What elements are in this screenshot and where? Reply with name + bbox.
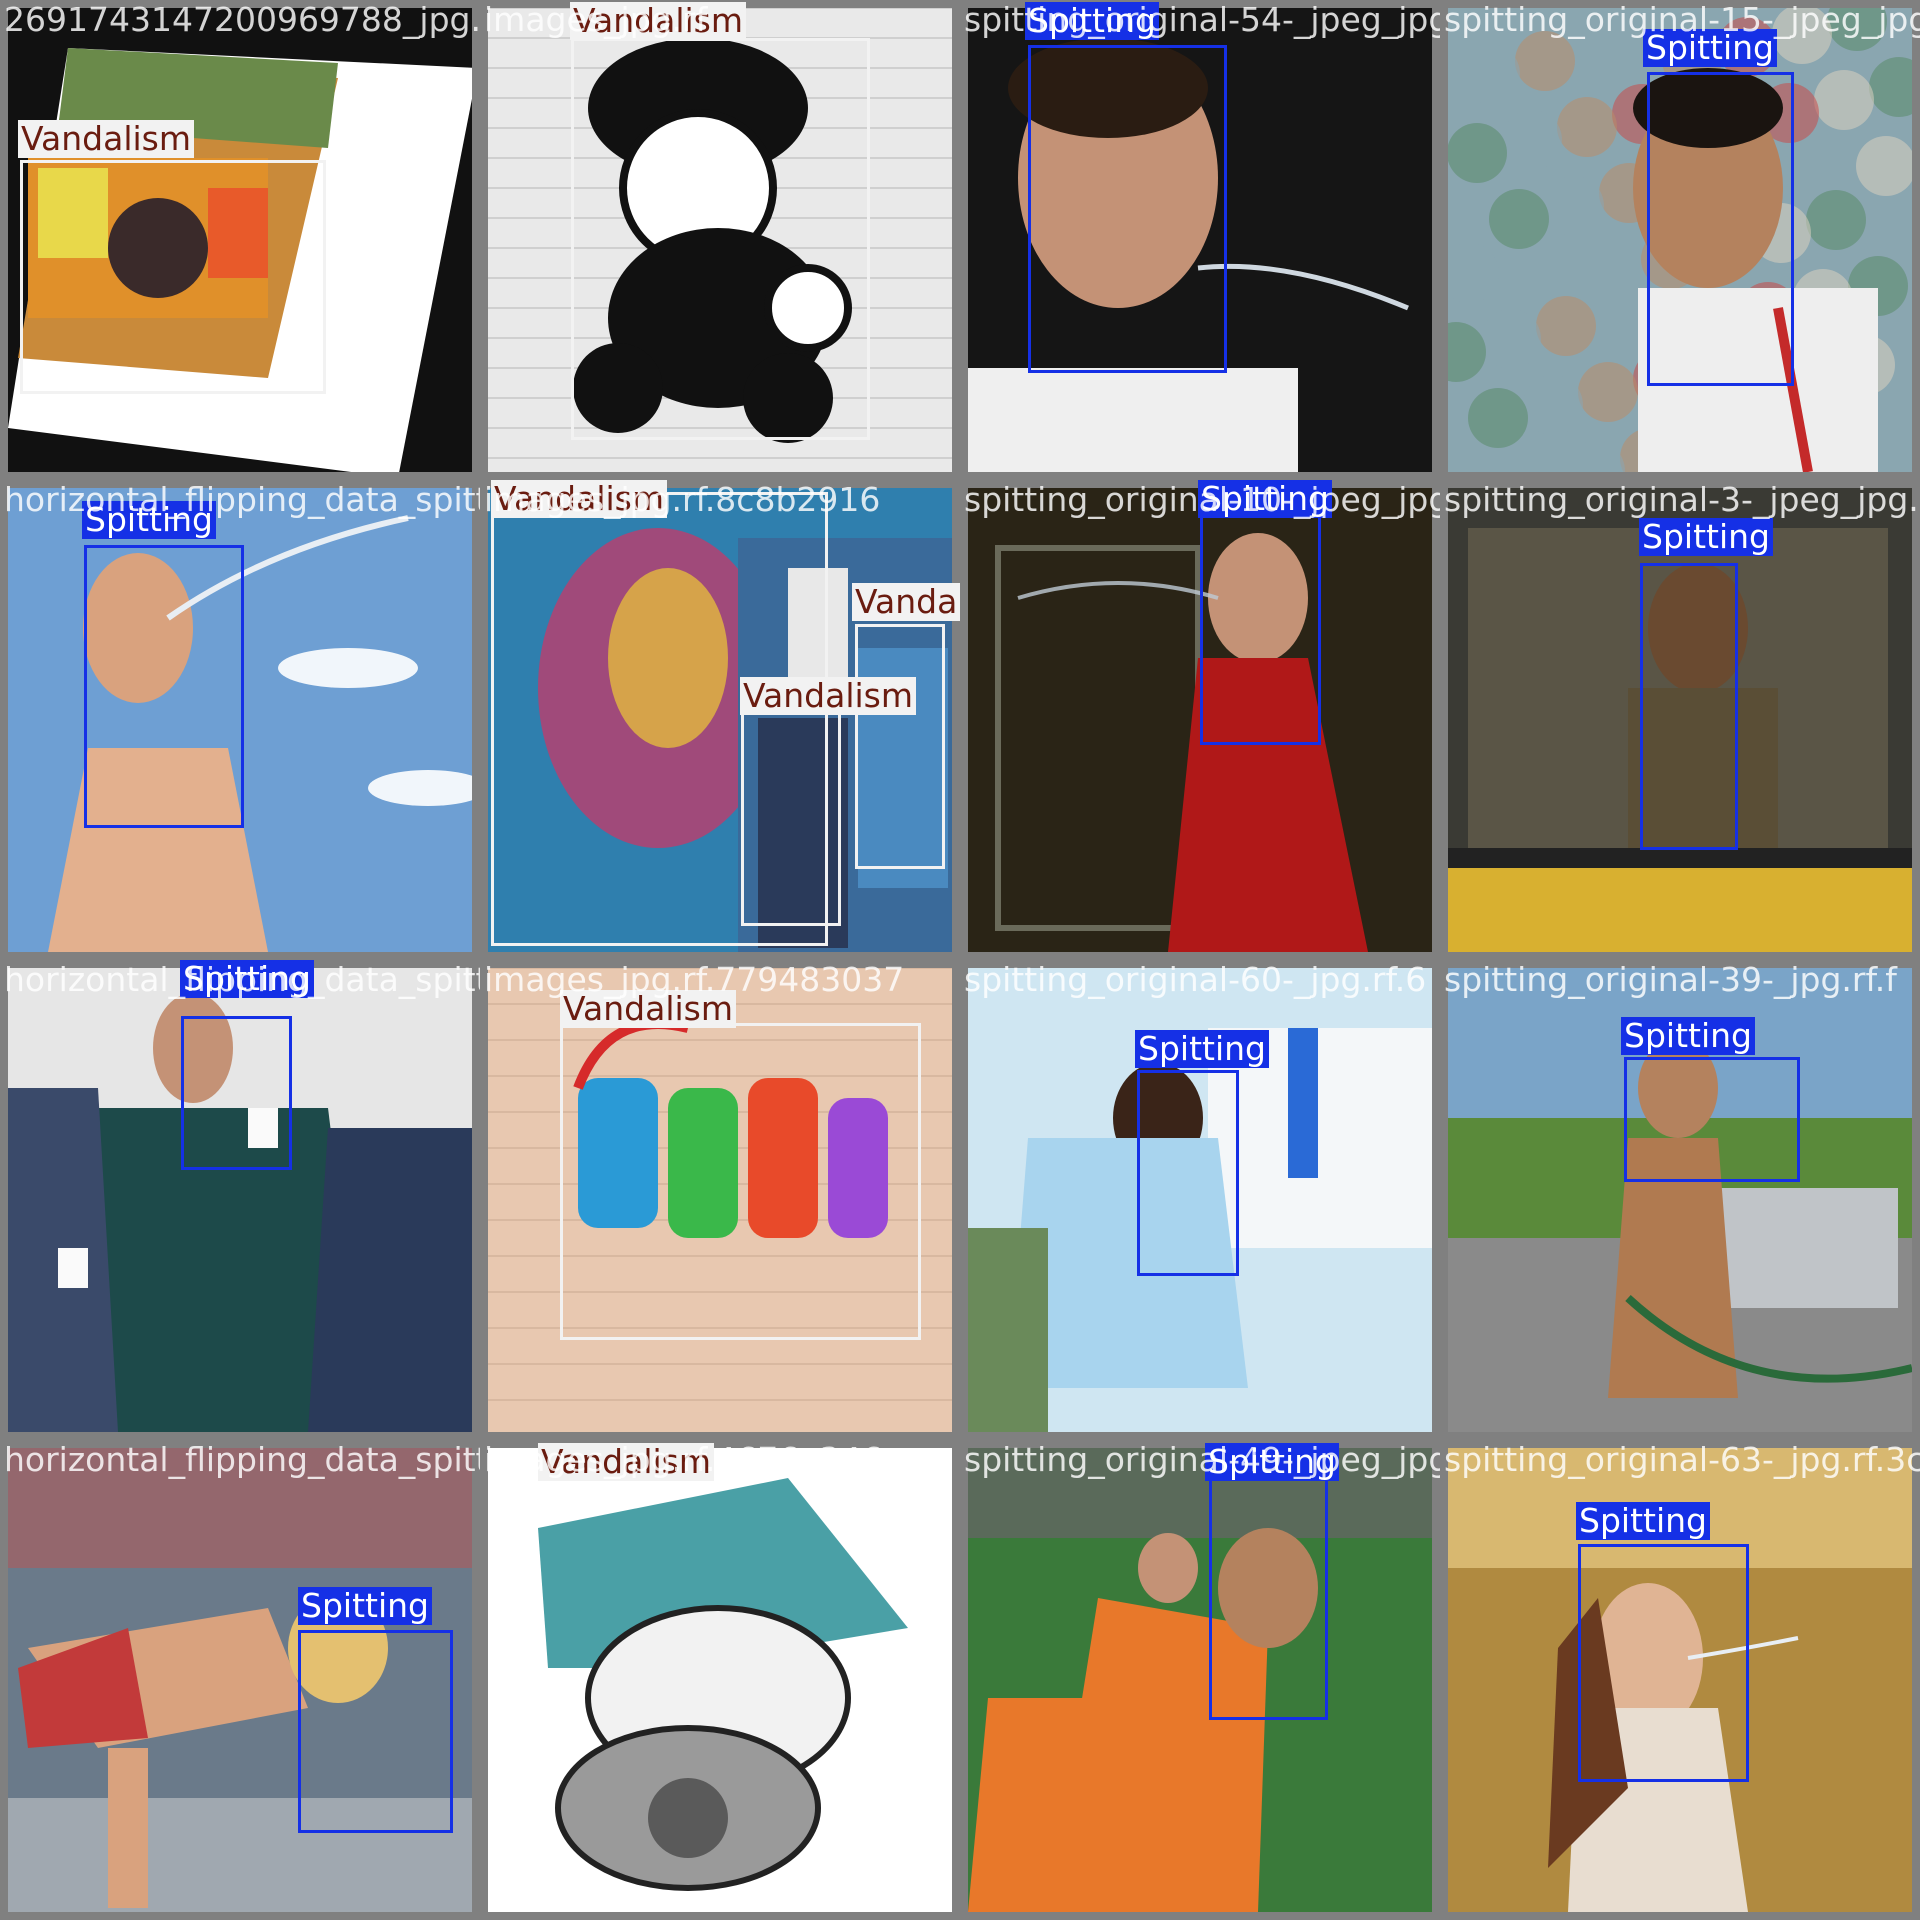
bounding-box (1578, 1544, 1749, 1782)
tile-filename: images_jpg.rf.4676a346 (484, 1440, 883, 1479)
bounding-box (560, 1023, 921, 1340)
grid-tile: Spitting spitting_original-10-_jpeg_jpg.r… (960, 480, 1440, 960)
tile-filename: spitting_original-39-_jpg.rf.f (1444, 960, 1897, 999)
grid-tile: Vandalism 2691743147200969788_jpg.rf (0, 0, 480, 480)
class-label: Spitting (1576, 1502, 1710, 1540)
class-label: Spitting (298, 1587, 432, 1625)
grid-tile: Spitting spitting_original-39-_jpg.rf.f (1440, 960, 1920, 1440)
bounding-box (1209, 1449, 1328, 1720)
bounding-box (181, 1016, 292, 1170)
tile-filename: spitting_original-49-_jpeg_jpg.rf (964, 1440, 1440, 1479)
grid-tile: Spitting spitting_original-3-_jpeg_jpg.rf (1440, 480, 1920, 960)
bounding-box (571, 38, 870, 440)
tile-photo (1448, 968, 1912, 1432)
bounding-box (741, 680, 841, 926)
photo-scene (488, 968, 952, 1432)
photo-scene (1448, 488, 1912, 952)
grid-tile: Spitting spitting_original-63-_jpg.rf.3c (1440, 1440, 1920, 1920)
class-label: Vandalism (740, 677, 916, 715)
tile-photo (1448, 1448, 1912, 1912)
class-label: Vandalism (570, 2, 746, 40)
photo-scene (488, 1448, 952, 1912)
class-label: Vandalism (560, 990, 736, 1028)
photo-scene (488, 488, 952, 952)
bounding-box (1200, 497, 1321, 745)
bounding-box (298, 1630, 453, 1833)
photo-scene (8, 8, 472, 472)
class-label: Spitting (180, 960, 314, 998)
grid-tile: Spittinghorizontal_flipping_data_spittin… (0, 480, 480, 960)
grid-tile: Spitting spitting_original-60-_jpg.rf.6 (960, 960, 1440, 1440)
class-label: Vandalism (852, 583, 960, 621)
bounding-box (1640, 563, 1738, 850)
photo-scene (8, 1448, 472, 1912)
class-label: Spitting (1643, 29, 1777, 67)
tile-photo (1448, 488, 1912, 952)
grid-tile: Spitting spitting_original-54-_jpeg_jpg.r… (960, 0, 1440, 480)
tile-photo (1448, 8, 1912, 472)
tile-photo (968, 8, 1432, 472)
photo-scene (488, 8, 952, 472)
bounding-box (1137, 1070, 1239, 1276)
tile-filename: spitting_original-54-_jpeg_jpg.rf (964, 0, 1440, 39)
bounding-box (84, 545, 244, 828)
grid-tile: Vandalism images_jpg.rf (480, 0, 960, 480)
tile-filename: spitting_original-10-_jpeg_jpg.rf (964, 480, 1440, 519)
tile-filename: horizontal_flipping_data_spitting-2-_jpg… (4, 480, 480, 519)
tile-photo (488, 968, 952, 1432)
class-label: Spitting (82, 501, 216, 539)
tile-photo (488, 488, 952, 952)
bounding-box (20, 160, 326, 394)
tile-photo (8, 8, 472, 472)
tile-photo (8, 968, 472, 1432)
class-label: Spitting (1198, 480, 1332, 518)
tile-filename: horizontal_flipping_data_spitting-jpg.rf (4, 1440, 480, 1479)
tile-photo (8, 1448, 472, 1912)
class-label: Vandalism (18, 120, 194, 158)
tile-photo (968, 968, 1432, 1432)
bounding-box (1624, 1057, 1800, 1182)
grid-tile: Spitting spitting_original-49-_jpeg_jpg.r… (960, 1440, 1440, 1920)
class-label: Vandalism (491, 480, 667, 518)
tile-filename: horizontal_flipping_data_spitting-58-_jp… (4, 960, 480, 999)
photo-scene (1448, 1448, 1912, 1912)
grid-tile: Vandalism images_jpg.rf.4676a346 (480, 1440, 960, 1920)
tile-photo (488, 1448, 952, 1912)
tile-filename: spitting_original-63-_jpg.rf.3c (1444, 1440, 1920, 1479)
class-label: Spitting (1621, 1017, 1755, 1055)
tile-filename: images_jpg.rf (484, 0, 708, 39)
class-label: Vandalism (538, 1443, 714, 1481)
tile-filename: 2691743147200969788_jpg.rf (4, 0, 480, 39)
tile-photo (968, 1448, 1432, 1912)
tile-filename: images_jpg.rf.779483037 (484, 960, 905, 999)
photo-scene (968, 968, 1432, 1432)
grid-tile: Vandalism images_jpg.rf.779483037 (480, 960, 960, 1440)
class-label: Spitting (1205, 1443, 1339, 1481)
photo-scene (1448, 968, 1912, 1432)
tile-filename: spitting_original-15-_jpeg_jpg.rf (1444, 0, 1920, 39)
class-label: Spitting (1639, 518, 1773, 556)
photo-scene (968, 1448, 1432, 1912)
tile-photo (488, 8, 952, 472)
grid-tile: Spitting horizontal_flipping_data_spittin… (0, 1440, 480, 1920)
class-label: Spitting (1135, 1030, 1269, 1068)
tile-filename: spitting_original-60-_jpg.rf.6 (964, 960, 1427, 999)
bounding-box (1028, 45, 1227, 373)
photo-scene (1448, 8, 1912, 472)
tile-filename: images_jpg.rf.8c8b2916 (484, 480, 881, 519)
grid-tile: Spitting spitting_original-15-_jpeg_jpg.r… (1440, 0, 1920, 480)
grid-tile: Spittinghorizontal_flipping_data_spittin… (0, 960, 480, 1440)
tile-filename: spitting_original-3-_jpeg_jpg.rf (1444, 480, 1920, 519)
bounding-box (1647, 72, 1794, 386)
bounding-box (855, 624, 945, 869)
photo-scene (8, 968, 472, 1432)
grid-tile: VandalismVandalismVandalismimages_jpg.rf… (480, 480, 960, 960)
photo-scene (968, 8, 1432, 472)
class-label: Spitting (1025, 2, 1159, 40)
